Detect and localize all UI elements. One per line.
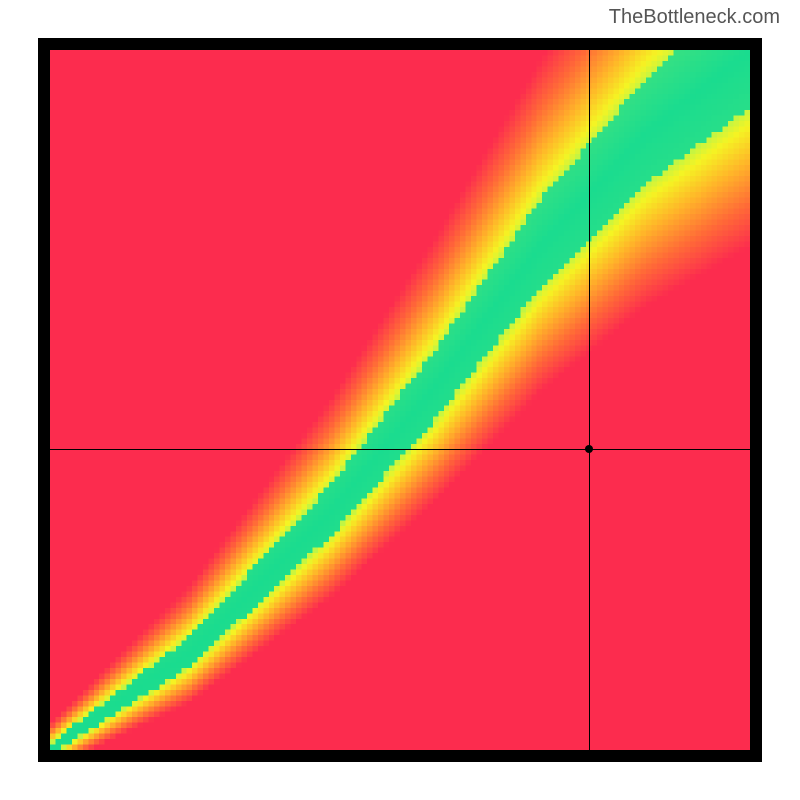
watermark: TheBottleneck.com xyxy=(609,6,780,29)
plot-inner xyxy=(50,50,750,750)
crosshair-horizontal xyxy=(50,449,750,450)
plot-frame xyxy=(38,38,762,762)
crosshair-marker-dot xyxy=(585,445,593,453)
crosshair-vertical xyxy=(589,50,590,750)
chart-container: TheBottleneck.com xyxy=(0,0,800,800)
heatmap-canvas xyxy=(50,50,750,750)
